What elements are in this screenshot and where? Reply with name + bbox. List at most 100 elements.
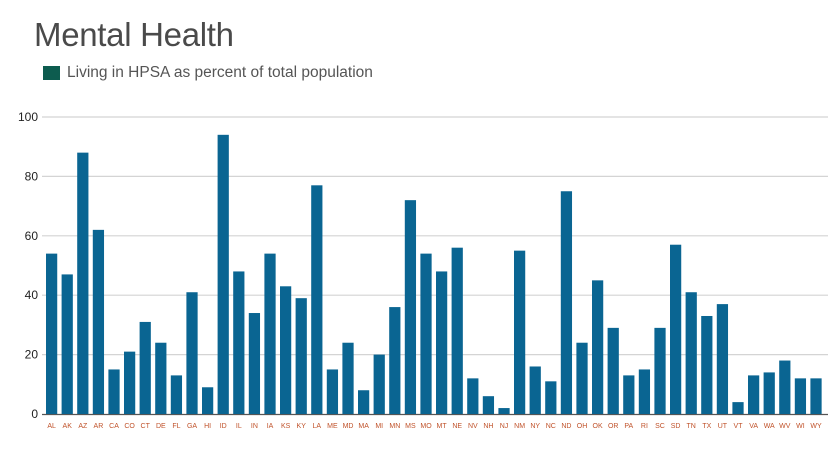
bar-VA	[748, 375, 760, 414]
bar-MT	[436, 271, 448, 414]
y-tick-label: 20	[25, 348, 39, 362]
x-tick-label: RI	[641, 423, 648, 430]
bar-KY	[295, 298, 307, 414]
x-tick-label: NE	[452, 423, 462, 430]
bar-RI	[638, 369, 651, 414]
x-tick-label: TN	[687, 423, 696, 430]
bar-NE	[451, 247, 463, 414]
bar-TX	[701, 315, 713, 414]
bar-ND	[560, 191, 573, 414]
x-axis-labels: AL AK AZ AR CA CO CT DE FL GA HI ID IL IN IA KS KY LA ME MD…	[47, 423, 822, 430]
bar-GA	[186, 292, 198, 414]
bar-OH	[576, 342, 588, 414]
x-tick-label: CO	[124, 423, 135, 430]
bar-NC	[545, 381, 557, 414]
y-tick-label: 40	[25, 288, 39, 302]
x-tick-label: CA	[109, 423, 119, 430]
y-tick-label: 100	[18, 110, 38, 124]
x-tick-label: MO	[420, 423, 432, 430]
x-tick-label: MD	[343, 423, 354, 430]
bar-IA	[264, 253, 276, 414]
y-tick-label: 60	[25, 229, 39, 243]
bar-SC	[654, 327, 666, 414]
x-tick-label: NC	[546, 423, 556, 430]
x-tick-label: AL	[47, 423, 56, 430]
x-tick-label: MN	[389, 423, 400, 430]
x-tick-label: IA	[267, 423, 274, 430]
legend-swatch	[43, 66, 60, 80]
bar-OR	[607, 327, 619, 414]
x-tick-label: TX	[702, 423, 711, 430]
x-tick-label: IL	[236, 423, 242, 430]
x-tick-label: MA	[358, 423, 369, 430]
legend-label: Living in HPSA as percent of total popul…	[67, 64, 373, 81]
x-tick-label: ND	[561, 423, 571, 430]
bar-VT	[732, 402, 744, 414]
x-tick-label: NY	[530, 423, 540, 430]
bar-MA	[358, 390, 370, 414]
gridlines	[42, 116, 828, 416]
x-tick-label: CT	[141, 423, 151, 430]
x-tick-label: GA	[187, 423, 197, 430]
x-tick-label: VA	[749, 423, 758, 430]
x-tick-label: FL	[172, 423, 180, 430]
x-tick-label: MT	[437, 423, 448, 430]
x-tick-label: SD	[671, 423, 681, 430]
y-axis-ticks: 0 20 40 60 80 100	[18, 110, 38, 421]
bar-DE	[155, 342, 167, 414]
bar-AZ	[77, 152, 89, 414]
x-tick-label: UT	[718, 423, 728, 430]
bar-AL	[46, 253, 58, 414]
bar-IL	[233, 271, 245, 414]
bar-WY	[810, 378, 822, 414]
x-tick-label: ID	[220, 423, 227, 430]
x-tick-label: OK	[593, 423, 603, 430]
bar-MO	[420, 253, 432, 414]
bar-OK	[592, 280, 604, 414]
x-tick-label: KY	[297, 423, 307, 430]
x-tick-label: OR	[608, 423, 619, 430]
x-tick-label: DE	[156, 423, 166, 430]
bar-MD	[342, 342, 354, 414]
bar-WI	[794, 378, 807, 414]
bar-NV	[467, 378, 479, 414]
bars	[46, 134, 822, 414]
bar-LA	[311, 185, 323, 414]
x-tick-label: ME	[327, 423, 338, 430]
bar-CO	[124, 351, 136, 414]
bar-WA	[763, 372, 775, 414]
bar-HI	[202, 387, 214, 414]
bar-NH	[482, 396, 495, 414]
x-tick-label: HI	[204, 423, 211, 430]
x-tick-label: IN	[251, 423, 258, 430]
x-tick-label: AK	[63, 423, 73, 430]
x-tick-label: WY	[810, 423, 822, 430]
x-tick-label: WV	[779, 423, 791, 430]
x-tick-label: AR	[94, 423, 104, 430]
x-tick-label: NH	[483, 423, 493, 430]
x-tick-label: MS	[405, 423, 416, 430]
bar-KS	[280, 286, 292, 414]
bar-WV	[779, 360, 791, 414]
bar-AK	[61, 274, 73, 414]
x-tick-label: SC	[655, 423, 665, 430]
chart-title: Mental Health	[34, 16, 234, 53]
bar-NY	[529, 366, 541, 414]
x-tick-label: NJ	[500, 423, 509, 430]
x-tick-label: LA	[313, 423, 322, 430]
bar-MS	[404, 200, 417, 414]
bar-ID	[217, 134, 229, 414]
legend: Living in HPSA as percent of total popul…	[43, 64, 373, 82]
x-tick-label: OH	[577, 423, 588, 430]
y-tick-label: 0	[31, 407, 38, 421]
x-tick-label: AZ	[78, 423, 88, 430]
x-tick-label: MI	[375, 423, 383, 430]
bar-IN	[248, 313, 261, 414]
bar-NJ	[498, 408, 510, 414]
bar-TN	[685, 292, 697, 414]
x-tick-label: KS	[281, 423, 291, 430]
bar-ME	[326, 369, 339, 414]
bar-CT	[139, 321, 151, 414]
bar-MI	[373, 354, 385, 414]
